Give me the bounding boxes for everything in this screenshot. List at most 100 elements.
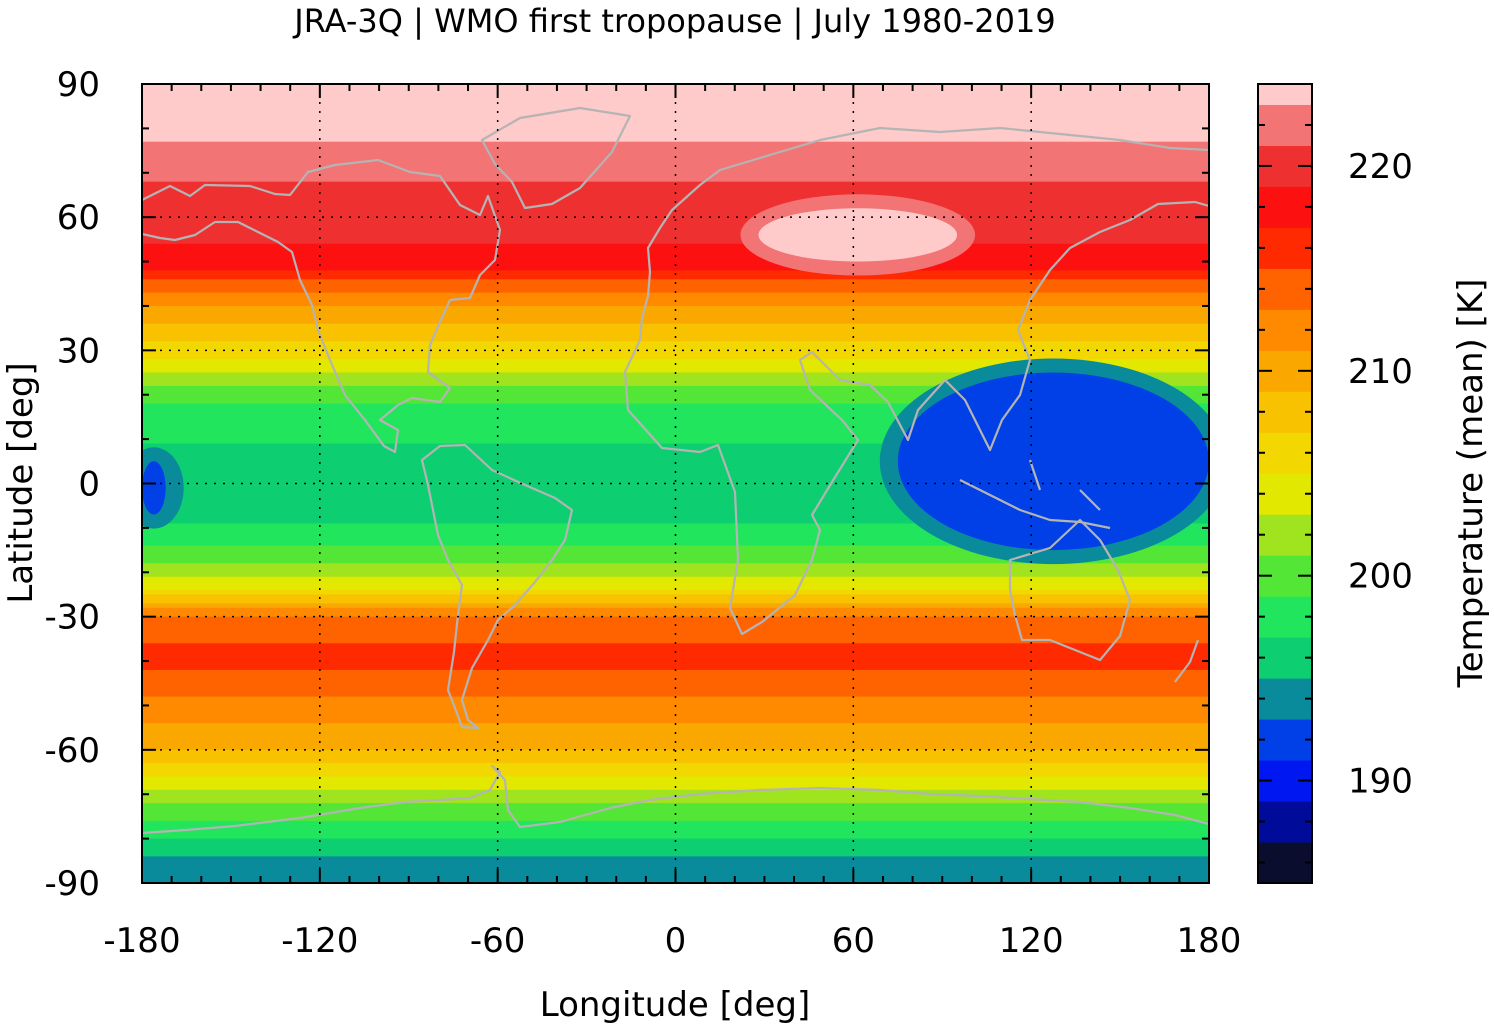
temperature-band	[142, 416, 1209, 422]
colorbar-segment	[1258, 104, 1312, 146]
temperature-band	[142, 825, 1209, 831]
coastline-eurasia-africa	[623, 126, 1209, 636]
feature-core	[142, 461, 166, 515]
colorbar-title: Temperature (mean) [K]	[1451, 279, 1491, 689]
colorbar-tick-label: 200	[1348, 557, 1413, 597]
temperature-band	[142, 652, 1209, 658]
temperature-band	[142, 328, 1209, 334]
temperature-band	[142, 257, 1209, 263]
temperature-band	[142, 341, 1209, 347]
temperature-band	[142, 301, 1209, 307]
temperature-band	[142, 456, 1209, 462]
temperature-band	[142, 292, 1209, 298]
temperature-band	[142, 350, 1209, 356]
colorbar-segment	[1258, 842, 1312, 884]
plot-area	[142, 84, 1209, 883]
temperature-band	[142, 594, 1209, 600]
colorbar-frame	[1257, 83, 1313, 884]
colorbar-tick-label: 190	[1348, 762, 1413, 802]
temperature-band	[142, 474, 1209, 480]
temperature-band	[142, 101, 1209, 107]
temperature-band	[142, 492, 1209, 498]
temperature-band	[142, 678, 1209, 684]
temperature-band	[142, 727, 1209, 733]
temperature-band	[142, 390, 1209, 396]
temperature-band	[142, 807, 1209, 813]
temperature-band	[142, 834, 1209, 840]
temperature-band	[142, 674, 1209, 680]
temperature-band	[142, 510, 1209, 516]
temperature-band	[142, 106, 1209, 112]
temperature-band	[142, 323, 1209, 329]
temperature-band	[142, 669, 1209, 675]
coastline-new-zealand	[1174, 639, 1200, 683]
temperature-band	[142, 665, 1209, 671]
temperature-band	[142, 851, 1209, 857]
temperature-band	[142, 501, 1209, 507]
temperature-band	[142, 705, 1209, 711]
temperature-band	[142, 581, 1209, 587]
temperature-band	[142, 212, 1209, 218]
x-axis-title: Longitude [deg]	[540, 985, 811, 1025]
x-tick-label: -60	[470, 921, 526, 961]
temperature-band	[142, 527, 1209, 533]
temperature-band	[142, 590, 1209, 596]
temperature-band	[142, 283, 1209, 289]
temperature-band	[142, 265, 1209, 272]
temperature-band	[142, 314, 1209, 320]
coastline-indonesia	[959, 459, 1111, 530]
temperature-features	[142, 194, 1209, 565]
colorbar-segment	[1258, 309, 1312, 351]
colorbar-segment	[1258, 391, 1312, 433]
colorbar-segment	[1258, 801, 1312, 843]
temperature-band	[142, 119, 1209, 125]
temperature-band	[142, 683, 1209, 689]
temperature-band	[142, 843, 1209, 849]
temperature-band	[142, 186, 1209, 192]
temperature-band	[142, 359, 1209, 365]
temperature-band	[142, 425, 1209, 431]
temperature-band	[142, 97, 1209, 103]
temperature-band	[142, 168, 1209, 174]
x-tick-label: 60	[832, 921, 875, 961]
feature-core	[897, 372, 1209, 551]
temperature-band	[142, 239, 1209, 245]
temperature-band	[142, 754, 1209, 760]
temperature-band	[142, 634, 1209, 640]
temperature-band	[142, 692, 1209, 698]
temperature-band	[142, 115, 1209, 121]
y-tick-label: 0	[78, 465, 100, 505]
temperature-band	[142, 758, 1209, 764]
temperature-band	[142, 319, 1209, 325]
temperature-band	[142, 434, 1209, 440]
x-tick-label: 0	[665, 921, 687, 961]
temperature-band	[142, 408, 1209, 414]
x-tick-label: 120	[999, 921, 1064, 961]
temperature-band	[142, 612, 1209, 618]
colorbar-tick-label: 210	[1348, 352, 1413, 392]
temperature-band	[142, 288, 1209, 294]
colorbar-segment	[1258, 473, 1312, 515]
temperature-band	[142, 279, 1209, 285]
temperature-band	[142, 603, 1209, 609]
temperature-band	[142, 536, 1209, 542]
y-tick-label: -90	[44, 864, 100, 904]
temperature-band	[142, 150, 1209, 156]
x-ticks: -180 -120 -60 0 60 120 180	[103, 84, 1241, 961]
temperature-band	[142, 745, 1209, 751]
temperature-band	[142, 132, 1209, 138]
colorbar-segment	[1258, 84, 1312, 105]
temperature-band	[142, 337, 1209, 343]
temperature-band	[142, 354, 1209, 360]
temperature-band	[142, 465, 1209, 471]
temperature-band	[142, 780, 1209, 786]
y-ticks: 90 60 30 0 -30 -60 -90	[44, 65, 1209, 904]
colorbar-segment	[1258, 432, 1312, 474]
temperature-band	[142, 554, 1209, 560]
temperature-band	[142, 372, 1209, 378]
temperature-band	[142, 483, 1209, 489]
temperature-band	[142, 141, 1209, 147]
temperature-band	[142, 123, 1209, 129]
temperature-band	[142, 443, 1209, 449]
